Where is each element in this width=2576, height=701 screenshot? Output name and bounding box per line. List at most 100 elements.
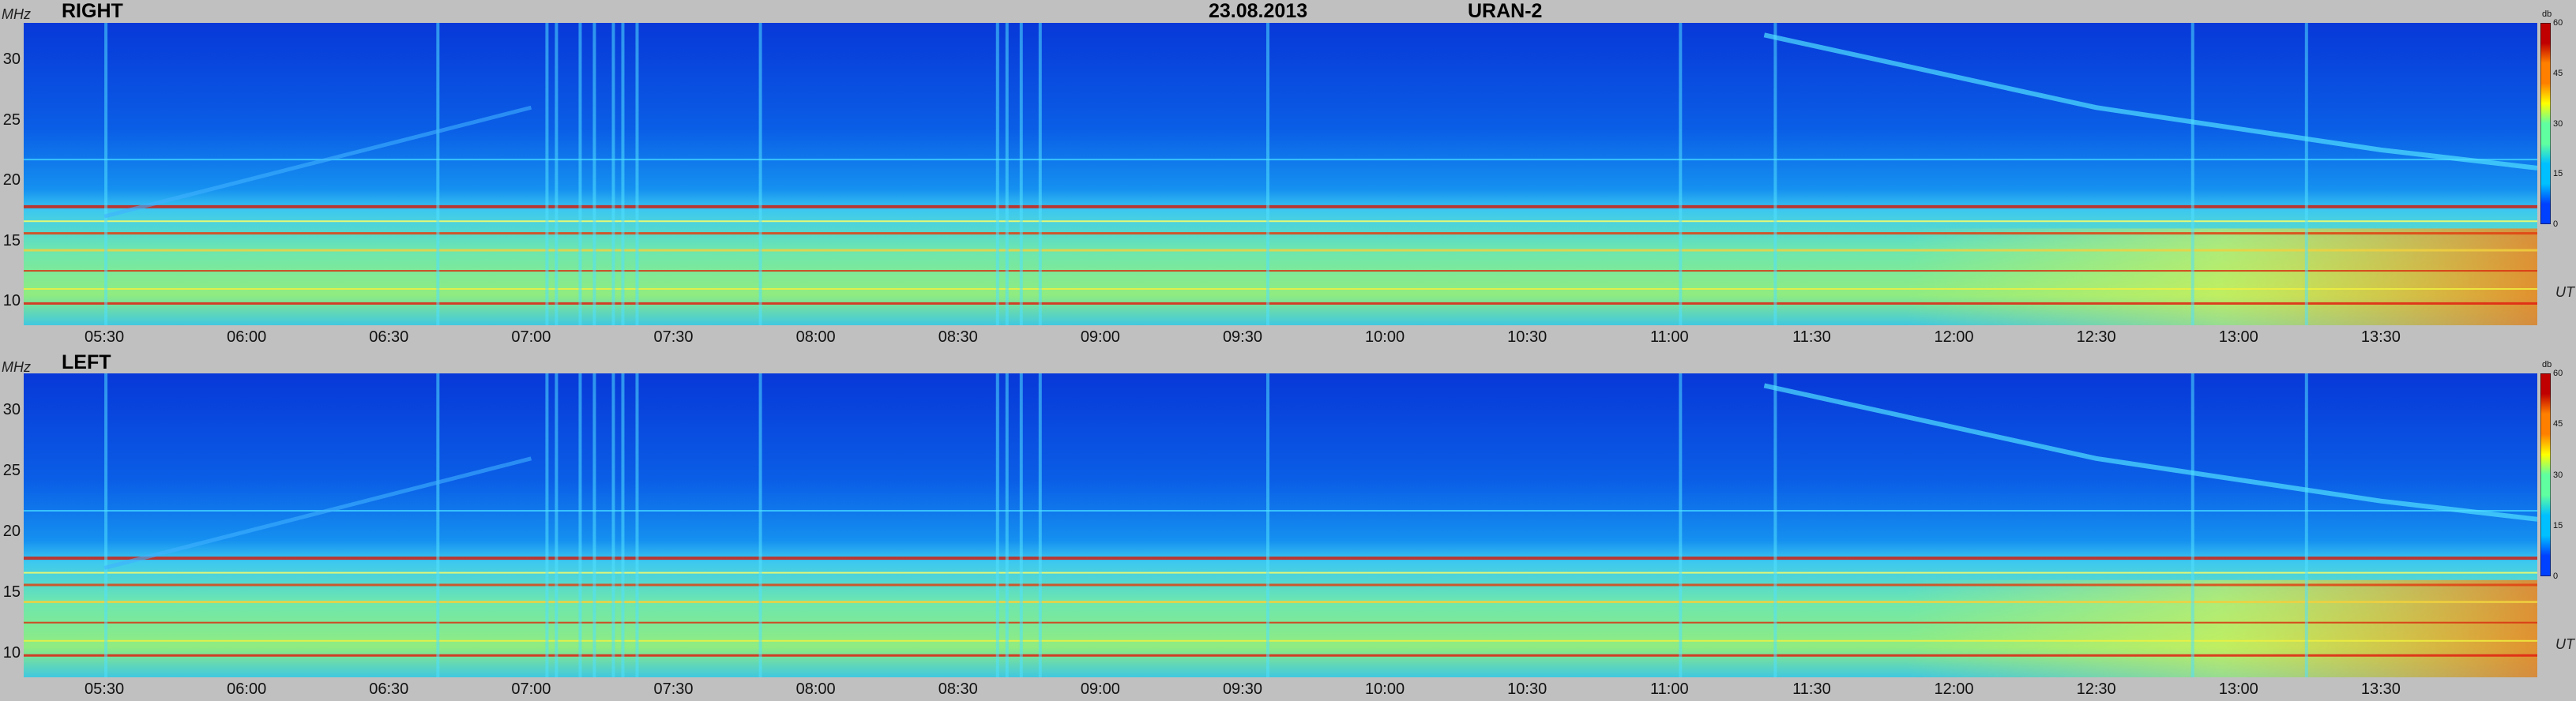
colorbar-tick-label: 0	[2553, 219, 2559, 229]
drifting-burst	[1763, 32, 2537, 171]
burst-line	[758, 373, 762, 677]
colorbar-scale	[2540, 373, 2551, 576]
x-tick-label: 11:00	[1650, 328, 1689, 346]
y-tick-label: 10	[2, 644, 21, 662]
x-tick-label: 13:30	[2360, 680, 2401, 698]
x-tick-label: 09:30	[1222, 680, 1262, 698]
x-tick-label: 08:00	[795, 680, 836, 698]
warm-emission-region	[1906, 579, 2537, 677]
colorbar-right	[2540, 23, 2551, 224]
x-tick-label: 06:30	[369, 680, 409, 698]
x-tick-label: 06:30	[369, 328, 409, 346]
interference-band	[24, 639, 2537, 642]
burst-line	[1773, 23, 1777, 325]
spectrogram-right	[24, 23, 2537, 325]
x-tick-label: 06:00	[227, 328, 267, 346]
freq-unit-label-right: MHz	[2, 6, 31, 22]
x-tick-label: 07:00	[511, 680, 551, 698]
interference-band	[24, 583, 2537, 587]
warm-emission-region	[1906, 228, 2537, 325]
x-tick-label: 10:00	[1365, 328, 1405, 346]
x-tick-label: 08:00	[795, 328, 836, 346]
time-unit-label-right: UT	[2555, 284, 2574, 300]
x-tick-label: 05:30	[85, 680, 125, 698]
y-tick-label: 15	[2, 583, 21, 602]
burst-line	[555, 373, 558, 677]
burst-line	[1679, 373, 1683, 677]
interference-band	[24, 249, 2537, 252]
interference-band	[24, 654, 2537, 657]
burst-line	[621, 23, 625, 325]
interference-band	[24, 572, 2537, 574]
burst-line	[545, 23, 549, 325]
x-tick-label: 12:00	[1934, 328, 1974, 346]
panel-title-right: RIGHT	[62, 0, 123, 22]
y-tick-label: 20	[2, 171, 21, 189]
interference-band	[24, 621, 2537, 624]
burst-line	[2304, 23, 2308, 325]
burst-line	[995, 373, 999, 677]
colorbar-tick-label: 15	[2553, 520, 2563, 530]
spectrogram-left	[24, 373, 2537, 677]
colorbar-tick-label: 30	[2553, 470, 2563, 480]
x-tick-label: 09:30	[1222, 328, 1262, 346]
x-tick-label: 10:30	[1507, 328, 1547, 346]
burst-line	[1005, 373, 1009, 677]
colorbar-tick-label: 45	[2553, 68, 2563, 78]
x-tick-label: 11:00	[1650, 680, 1689, 698]
x-tick-label: 09:00	[1080, 680, 1120, 698]
colorbar-unit-right: db	[2542, 9, 2552, 19]
burst-line	[592, 23, 596, 325]
y-tick-label: 25	[2, 462, 21, 480]
burst-line	[578, 23, 582, 325]
burst-line	[1038, 373, 1042, 677]
x-tick-label: 11:30	[1792, 680, 1831, 698]
burst-line	[1005, 23, 1009, 325]
burst-line	[545, 373, 549, 677]
burst-line	[436, 373, 440, 677]
x-tick-label: 13:00	[2218, 680, 2258, 698]
burst-line	[1265, 373, 1269, 677]
x-tick-label: 07:30	[653, 328, 694, 346]
interference-band	[24, 288, 2537, 291]
colorbar-tick-label: 15	[2553, 169, 2563, 179]
colorbar-scale	[2540, 23, 2551, 224]
drifting-burst	[103, 456, 532, 570]
burst-line	[1019, 373, 1023, 677]
burst-line	[1019, 23, 1023, 325]
drifting-burst	[1763, 383, 2537, 522]
burst-line	[635, 373, 639, 677]
interference-band	[24, 204, 2537, 208]
x-tick-label: 12:30	[2076, 680, 2116, 698]
x-tick-label: 13:00	[2218, 328, 2258, 346]
burst-line	[621, 373, 625, 677]
colorbar-tick-label: 30	[2553, 118, 2563, 129]
burst-line	[2191, 373, 2194, 677]
burst-line	[104, 373, 108, 677]
x-tick-label: 07:00	[511, 328, 551, 346]
x-tick-label: 06:00	[227, 680, 267, 698]
interference-band	[24, 302, 2537, 305]
burst-line	[436, 23, 440, 325]
x-tick-label: 13:30	[2360, 328, 2401, 346]
burst-line	[1679, 23, 1683, 325]
y-tick-label: 25	[2, 111, 21, 129]
burst-line	[2191, 23, 2194, 325]
interference-band	[24, 232, 2537, 235]
y-tick-label: 15	[2, 231, 21, 249]
colorbar-tick-label: 0	[2553, 572, 2559, 581]
burst-line	[578, 373, 582, 677]
y-tick-label: 30	[2, 50, 21, 68]
freq-unit-label-left: MHz	[2, 359, 31, 375]
instrument-label: URAN-2	[1468, 0, 1543, 22]
interference-band	[24, 159, 2537, 161]
y-tick-label: 10	[2, 292, 21, 310]
burst-line	[635, 23, 639, 325]
panel-title-left: LEFT	[62, 351, 111, 373]
interference-band	[24, 220, 2537, 223]
x-tick-label: 10:00	[1365, 680, 1405, 698]
x-tick-label: 12:00	[1934, 680, 1974, 698]
colorbar-tick-label: 60	[2553, 369, 2563, 378]
colorbar-unit-left: db	[2542, 360, 2552, 369]
burst-line	[555, 23, 558, 325]
